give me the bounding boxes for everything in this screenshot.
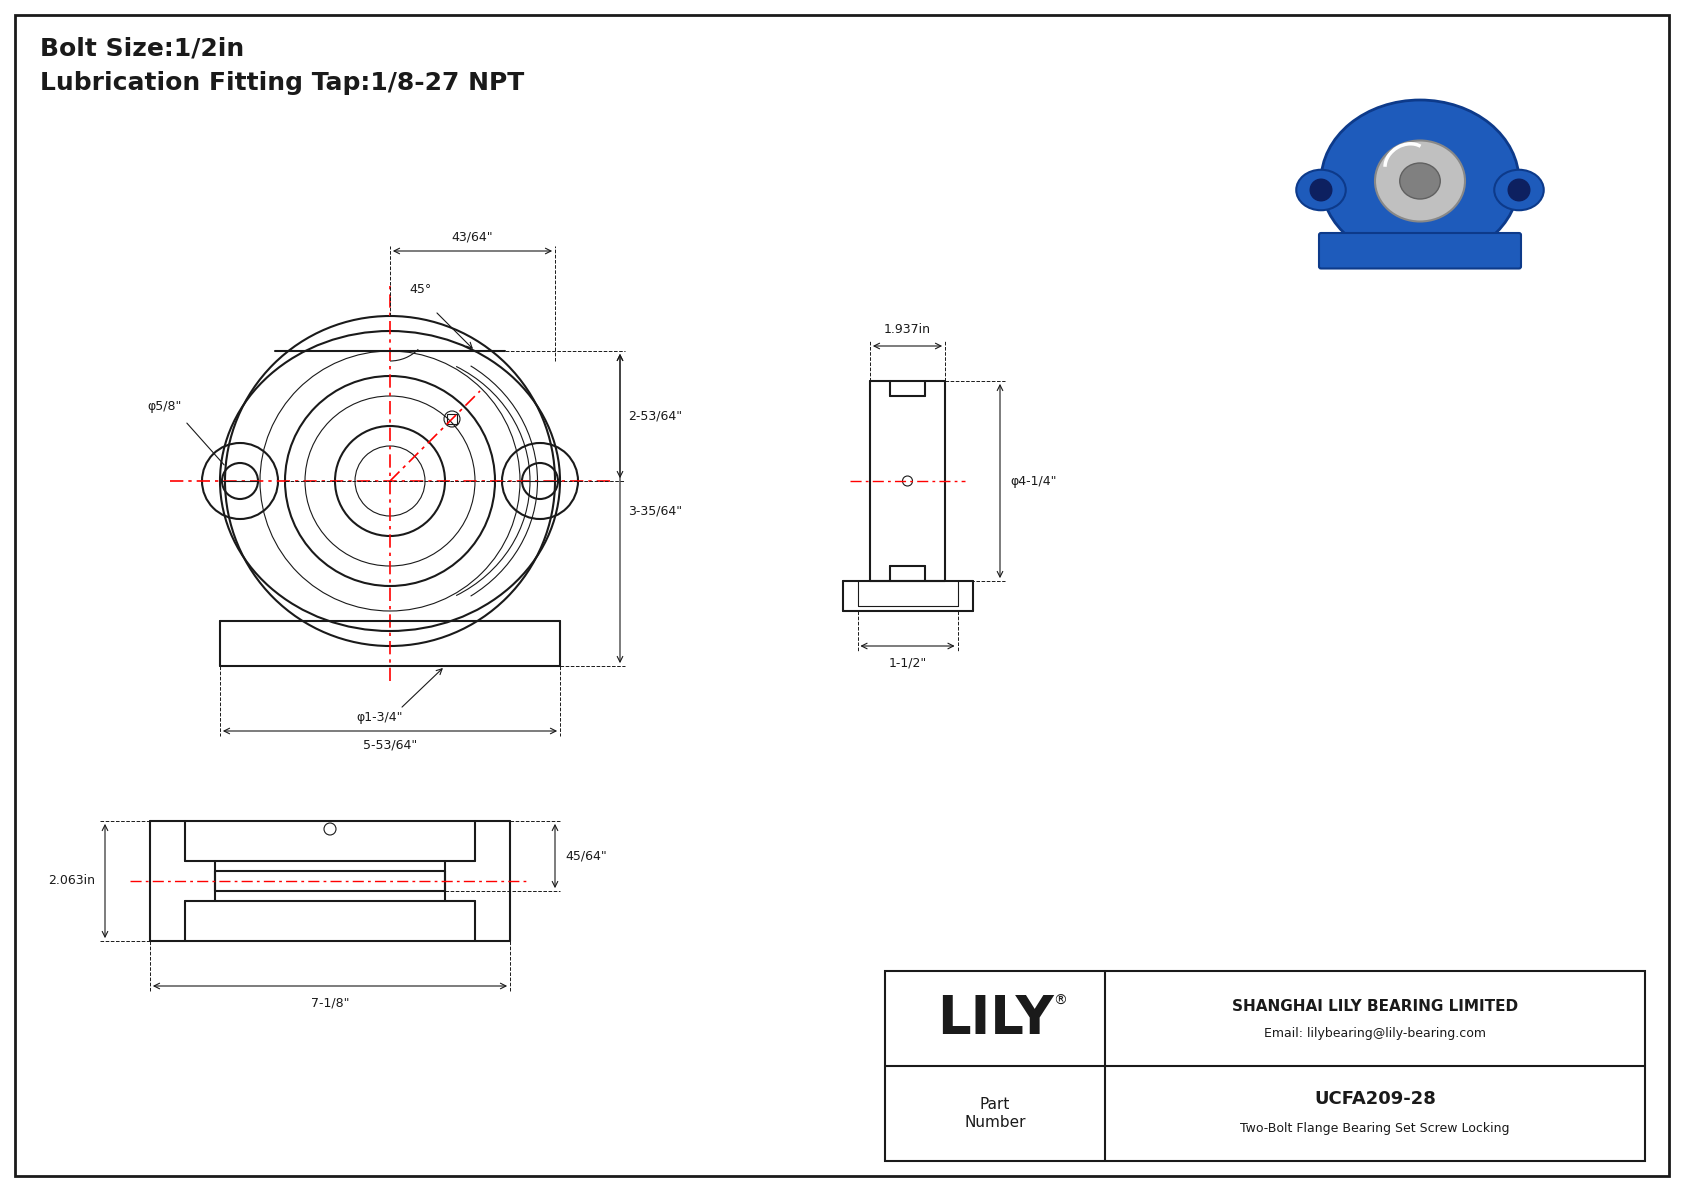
Text: 3-35/64": 3-35/64" <box>628 505 682 518</box>
Text: 2-53/64": 2-53/64" <box>628 410 682 423</box>
Text: 45°: 45° <box>409 283 431 297</box>
Circle shape <box>1310 179 1332 201</box>
Ellipse shape <box>1320 100 1519 262</box>
Text: ®: ® <box>1052 993 1068 1008</box>
Text: 7-1/8": 7-1/8" <box>312 996 349 1009</box>
Text: UCFA209-28: UCFA209-28 <box>1314 1090 1436 1108</box>
Ellipse shape <box>1297 170 1346 211</box>
Ellipse shape <box>1494 170 1544 211</box>
FancyBboxPatch shape <box>1319 233 1521 268</box>
Text: 45/64": 45/64" <box>566 849 606 862</box>
Text: 1.937in: 1.937in <box>884 323 931 336</box>
Text: 2.063in: 2.063in <box>49 874 94 887</box>
Text: 1-1/2": 1-1/2" <box>889 656 926 669</box>
Text: Lubrication Fitting Tap:1/8-27 NPT: Lubrication Fitting Tap:1/8-27 NPT <box>40 71 524 95</box>
Text: φ5/8": φ5/8" <box>148 400 182 413</box>
Circle shape <box>1509 179 1529 201</box>
Text: 43/64": 43/64" <box>451 230 493 243</box>
Text: LILY: LILY <box>936 992 1054 1045</box>
Ellipse shape <box>1399 163 1440 199</box>
Text: SHANGHAI LILY BEARING LIMITED: SHANGHAI LILY BEARING LIMITED <box>1233 999 1517 1014</box>
Bar <box>886 971 1645 1161</box>
Text: Email: lilybearing@lily-bearing.com: Email: lilybearing@lily-bearing.com <box>1265 1027 1485 1040</box>
Text: Part
Number: Part Number <box>965 1097 1026 1130</box>
Text: φ4-1/4": φ4-1/4" <box>1010 474 1056 487</box>
Text: φ1-3/4": φ1-3/4" <box>357 711 402 724</box>
Text: Two-Bolt Flange Bearing Set Screw Locking: Two-Bolt Flange Bearing Set Screw Lockin… <box>1239 1122 1511 1135</box>
Ellipse shape <box>1376 141 1465 222</box>
Text: 5-53/64": 5-53/64" <box>362 738 418 752</box>
Text: Bolt Size:1/2in: Bolt Size:1/2in <box>40 36 244 60</box>
Bar <box>446 414 456 424</box>
